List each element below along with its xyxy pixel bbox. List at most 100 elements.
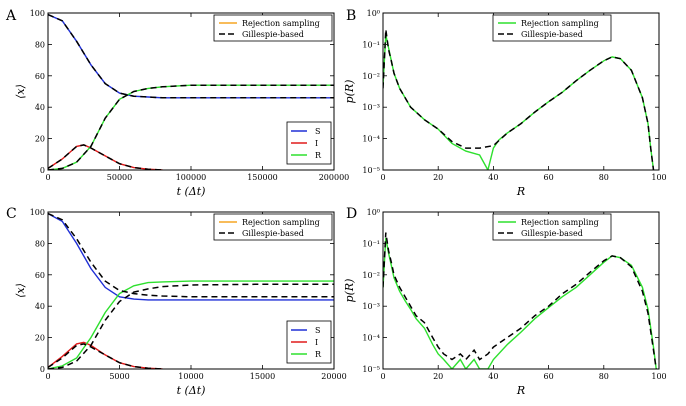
legend-label-s: S <box>315 326 320 335</box>
panel-a-sir-timecourse: 0 50000 100000 150000 200000 0 20 40 60 80 100 t (Δ… <box>14 9 349 198</box>
legend-box <box>213 213 333 241</box>
x-tick-label: 10000 <box>178 372 203 381</box>
y-axis-label: ⟨x⟩ <box>14 84 27 99</box>
legend-label-r: R <box>315 350 322 359</box>
y-tick-label: 20 <box>35 135 45 144</box>
y-tick-label: 10⁻⁵ <box>362 166 380 175</box>
y-tick-label: 80 <box>35 239 45 248</box>
y-tick-label: 60 <box>35 271 45 280</box>
plot-frame <box>382 211 660 370</box>
legend-label-s: S <box>315 127 320 136</box>
x-axis-label: R <box>516 185 525 198</box>
legend-box <box>492 14 612 42</box>
x-tick-label: 100 <box>651 372 666 381</box>
legend-label: Rejection sampling <box>242 19 320 28</box>
x-tick-label: 0 <box>380 173 385 182</box>
legend-methods: Rejection sampling Gillespie-based <box>213 213 333 241</box>
x-tick-label: 0 <box>45 372 50 381</box>
x-tick-label: 200000 <box>319 173 350 182</box>
x-axis-label: t (Δt) <box>177 185 206 198</box>
x-tick-label: 100 <box>651 173 666 182</box>
panel-label-C: C <box>6 206 17 222</box>
plot-frame <box>382 12 660 171</box>
y-tick-label: 10⁻² <box>362 271 380 280</box>
x-tick-label: 0 <box>45 173 50 182</box>
legend-label: Gillespie-based <box>242 30 304 39</box>
y-tick-label: 10⁻³ <box>362 302 380 311</box>
y-tick-label: 0 <box>40 365 45 374</box>
legend-label: Rejection sampling <box>521 19 599 28</box>
series-line-gillespie <box>383 29 655 170</box>
y-tick-label: 80 <box>35 40 45 49</box>
plot-frame <box>47 211 335 370</box>
panel-label-A: A <box>5 8 17 24</box>
y-tick-label: 10⁻² <box>362 72 380 81</box>
legend-label: Rejection sampling <box>521 218 599 227</box>
y-tick-label: 10⁻³ <box>362 103 380 112</box>
x-tick-label: 150000 <box>247 173 278 182</box>
y-axis-label: p(R) <box>343 80 356 104</box>
y-tick-label: 20 <box>35 334 45 343</box>
series-line-i-gillespie <box>48 144 163 170</box>
legend-box <box>286 121 332 165</box>
series-line-r-gillespie <box>48 283 334 369</box>
series-line-rejection <box>383 237 657 369</box>
series-line-r-gillespie <box>48 84 334 170</box>
x-tick-label: 40 <box>488 372 498 381</box>
x-tick-label: 80 <box>599 372 609 381</box>
x-tick-label: 50000 <box>107 173 132 182</box>
legend-label: Gillespie-based <box>521 229 583 238</box>
y-tick-label: 10⁻⁴ <box>362 334 380 343</box>
x-tick-label: 60 <box>544 372 554 381</box>
x-axis-label: t (Δt) <box>177 384 206 397</box>
y-tick-label: 10⁰ <box>367 208 380 217</box>
x-tick-label: 60 <box>544 173 554 182</box>
panel-c-sir-timecourse: 0 5000 10000 15000 20000 0 20 40 60 80 100 t (Δt) ⟨x… <box>14 208 347 397</box>
x-tick-label: 0 <box>380 372 385 381</box>
legend-label: Rejection sampling <box>242 218 320 227</box>
panel-label-B: B <box>346 8 356 24</box>
x-tick-label: 20 <box>433 372 443 381</box>
series-line-s-gillespie <box>48 13 334 99</box>
legend-label: Gillespie-based <box>521 30 583 39</box>
legend-methods: Rejection sampling Gillespie-based <box>213 14 333 42</box>
y-axis-label: ⟨x⟩ <box>14 283 27 298</box>
x-tick-label: 20000 <box>321 372 346 381</box>
x-tick-label: 100000 <box>176 173 207 182</box>
y-tick-label: 10⁻¹ <box>362 40 380 49</box>
y-tick-label: 10⁻⁵ <box>362 365 380 374</box>
y-axis-label: p(R) <box>343 279 356 303</box>
x-tick-label: 20 <box>433 173 443 182</box>
panel-label-D: D <box>346 206 357 222</box>
legend-label-i: I <box>315 338 318 347</box>
x-tick-label: 15000 <box>250 372 275 381</box>
legend-label: Gillespie-based <box>242 229 304 238</box>
legend-label-i: I <box>315 139 318 148</box>
series-line-gillespie <box>383 232 657 369</box>
y-tick-label: 0 <box>40 166 45 175</box>
x-tick-label: 40 <box>488 173 498 182</box>
series-line-s-rejection <box>48 212 334 301</box>
series-line-s-gillespie <box>48 212 334 298</box>
x-axis-label: R <box>516 384 525 397</box>
legend-methods: Rejection sampling Gillespie-based <box>492 213 612 241</box>
series-line-r-rejection <box>48 280 334 369</box>
series-line-rejection <box>383 34 655 170</box>
legend-compartments: SIR <box>286 320 332 364</box>
series-line-i-gillespie <box>48 343 163 369</box>
y-tick-label: 40 <box>35 302 45 311</box>
y-tick-label: 40 <box>35 103 45 112</box>
y-tick-label: 10⁻¹ <box>362 239 380 248</box>
panel-d-final-size-distribution: 0 20 40 60 80 100 10⁻⁵ 10⁻⁴ 10⁻³ 10⁻² 10⁻¹ 10⁰ Rp(R)… <box>343 208 667 397</box>
panel-b-final-size-distribution: 0 20 40 60 80 100 10⁻⁵ 10⁻⁴ 10⁻³ 10⁻² 10⁻¹ 10⁰ Rp(R)… <box>343 9 667 198</box>
y-tick-label: 100 <box>30 9 45 18</box>
legend-methods: Rejection sampling Gillespie-based <box>492 14 612 42</box>
legend-box <box>492 213 612 241</box>
legend-compartments: SIR <box>286 121 332 165</box>
y-tick-label: 100 <box>30 208 45 217</box>
x-tick-label: 5000 <box>109 372 129 381</box>
x-tick-label: 80 <box>599 173 609 182</box>
y-tick-label: 60 <box>35 72 45 81</box>
legend-label-r: R <box>315 151 322 160</box>
